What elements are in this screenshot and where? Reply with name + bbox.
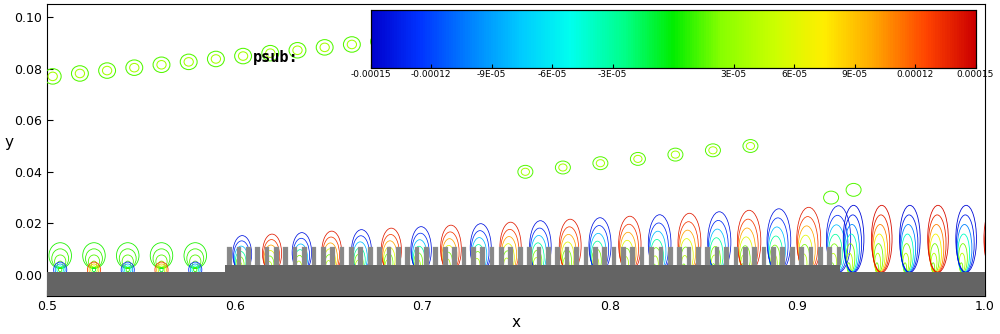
Bar: [771, 246, 776, 265]
Bar: [518, 246, 523, 265]
Bar: [471, 246, 476, 265]
Bar: [340, 246, 344, 265]
Bar: [630, 246, 635, 265]
Bar: [818, 246, 823, 265]
Bar: [696, 246, 701, 265]
Bar: [574, 246, 579, 265]
Bar: [499, 246, 504, 265]
Bar: [490, 246, 494, 265]
Bar: [546, 246, 551, 265]
Bar: [321, 246, 326, 265]
Bar: [724, 246, 729, 265]
Bar: [405, 246, 410, 265]
Bar: [527, 246, 532, 265]
Bar: [780, 246, 785, 265]
Bar: [377, 246, 382, 265]
Bar: [584, 246, 588, 265]
Bar: [659, 246, 663, 265]
Bar: [433, 246, 438, 265]
Bar: [537, 246, 541, 265]
Bar: [677, 246, 682, 265]
Bar: [612, 246, 616, 265]
Y-axis label: y: y: [4, 135, 13, 150]
Bar: [387, 246, 391, 265]
Bar: [480, 246, 485, 265]
Bar: [837, 246, 841, 265]
Bar: [246, 246, 251, 265]
Bar: [668, 246, 673, 265]
Bar: [415, 246, 419, 265]
Bar: [809, 246, 813, 265]
Bar: [274, 246, 279, 265]
Bar: [734, 246, 738, 265]
Bar: [227, 246, 232, 265]
Bar: [302, 246, 307, 265]
Bar: [283, 246, 288, 265]
Bar: [602, 246, 607, 265]
Bar: [715, 246, 719, 265]
Bar: [265, 246, 269, 265]
Bar: [462, 246, 466, 265]
Bar: [687, 246, 691, 265]
Bar: [330, 246, 335, 265]
Bar: [790, 246, 795, 265]
Bar: [649, 246, 654, 265]
Bar: [762, 246, 766, 265]
Bar: [396, 246, 401, 265]
X-axis label: x: x: [511, 315, 520, 330]
Bar: [452, 246, 457, 265]
Bar: [368, 246, 373, 265]
Bar: [255, 246, 260, 265]
Bar: [593, 246, 598, 265]
Bar: [237, 246, 241, 265]
Bar: [705, 246, 710, 265]
Bar: [743, 246, 748, 265]
Bar: [293, 246, 297, 265]
Bar: [349, 246, 354, 265]
Bar: [621, 246, 626, 265]
Bar: [225, 265, 840, 296]
Bar: [827, 246, 832, 265]
Bar: [358, 246, 363, 265]
Bar: [799, 246, 804, 265]
Bar: [508, 246, 513, 265]
Bar: [840, 272, 985, 296]
Bar: [443, 246, 448, 265]
Bar: [555, 246, 560, 265]
Bar: [424, 246, 429, 265]
Bar: [640, 246, 644, 265]
Bar: [312, 246, 316, 265]
Bar: [752, 246, 757, 265]
Bar: [565, 246, 569, 265]
Bar: [47, 272, 225, 296]
